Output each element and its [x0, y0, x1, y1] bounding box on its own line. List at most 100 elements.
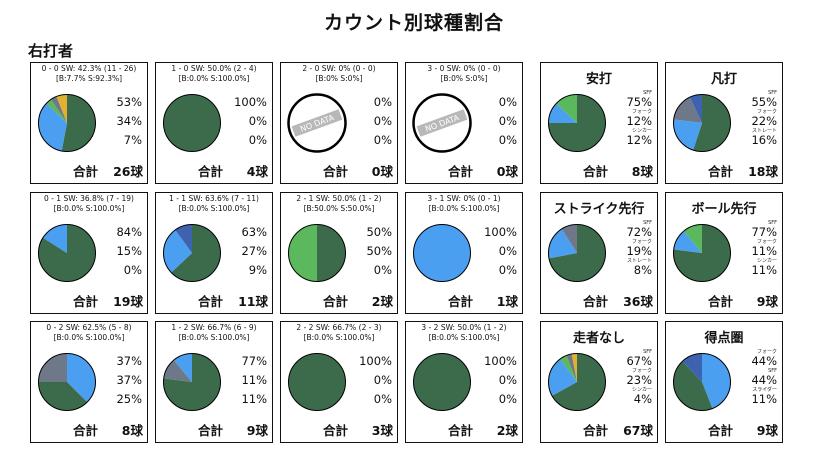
total-label: 合計	[448, 294, 474, 309]
total-count: 0球	[371, 164, 393, 179]
total-count: 36球	[623, 294, 653, 309]
total-count: 9球	[246, 423, 268, 438]
panel-header: 3 - 2 SW: 50.0% (1 - 2)	[421, 323, 507, 332]
percent-label: 67%	[626, 354, 652, 368]
pie-slice-2	[46, 99, 67, 123]
pie-slice-1	[673, 119, 702, 151]
pie-slice-1	[673, 361, 713, 411]
pie-chart	[673, 94, 731, 152]
pie-outline	[548, 353, 606, 411]
pie-panel-c20: 2 - 0 SW: 0% (0 - 0) [B:0% S:0%] NO DATA 0%…	[280, 62, 398, 184]
percent-label: 100%	[359, 354, 392, 368]
percent-label: 12%	[626, 133, 652, 147]
total-count: 9球	[756, 294, 778, 309]
pie-slice-4	[56, 94, 67, 123]
panel-subheader: [B:0.0% S:100.0%]	[178, 333, 250, 342]
panel-subheader: [B:0% S:0%]	[315, 74, 363, 83]
pie-slice	[163, 94, 221, 152]
pie-panel-c10: 1 - 0 SW: 50.0% (2 - 4) [B:0.0% S:100.0%]…	[155, 62, 273, 184]
percent-label: 0%	[498, 133, 517, 147]
pie-slice-2	[175, 224, 192, 253]
pie-panel-s_hit: 安打 SFF 75% フォーク 12% シンカー 12% 合計 8球	[540, 62, 658, 184]
slice-name-label: ストレート	[626, 258, 652, 264]
percent-label: 4%	[633, 392, 652, 406]
total-label: 合計	[73, 294, 99, 309]
pie-chart	[288, 353, 346, 411]
slice-name-label: フォーク	[756, 349, 777, 355]
slice-name-label: フォーク	[631, 239, 652, 245]
total-count: 4球	[246, 164, 268, 179]
total-label: 合計	[448, 164, 474, 179]
percent-label: 8%	[633, 263, 652, 277]
slice-name-label: SFF	[768, 90, 777, 96]
pie-slice-2	[673, 97, 702, 123]
pie-slice-2	[38, 353, 67, 382]
pie-chart	[548, 94, 606, 152]
percent-label: 100%	[484, 354, 517, 368]
percent-label: 15%	[116, 244, 142, 258]
pie-panel-c22: 2 - 2 SW: 66.7% (2 - 3) [B:0.0% S:100.0%]…	[280, 321, 398, 443]
panel-subheader: [B:0.0% S:100.0%]	[428, 333, 500, 342]
slice-name-label: SFF	[643, 90, 652, 96]
slice-name-label: SFF	[643, 220, 652, 226]
percent-label: 84%	[116, 225, 142, 239]
percent-label: 25%	[116, 392, 142, 406]
pie-slice-4	[571, 353, 577, 382]
pie-outline	[548, 224, 606, 282]
total-label: 合計	[708, 164, 734, 179]
pie-slice-1	[673, 231, 702, 253]
slice-name-label: シンカー	[631, 128, 652, 134]
percent-label: 0%	[498, 244, 517, 258]
total-label: 合計	[583, 164, 609, 179]
pie-chart	[163, 94, 221, 152]
total-count: 8球	[631, 164, 653, 179]
percent-label: 9%	[248, 263, 267, 277]
percent-label: 0%	[248, 133, 267, 147]
panel-subheader: [B:0.0% S:100.0%]	[428, 204, 500, 213]
panel-header: 2 - 1 SW: 50.0% (1 - 2)	[296, 194, 382, 203]
pie-chart	[673, 353, 731, 411]
pie-slice-2	[682, 353, 702, 382]
percent-label: 50%	[366, 244, 392, 258]
panel-subheader: [B:0.0% S:100.0%]	[53, 204, 125, 213]
pie-outline	[673, 94, 731, 152]
pie-slice-1	[163, 360, 192, 382]
pie-chart	[288, 224, 346, 282]
percent-label: 0%	[123, 263, 142, 277]
panel-title: 得点圏	[704, 331, 744, 346]
panel-header: 0 - 1 SW: 36.8% (7 - 19)	[44, 194, 134, 203]
pie-chart	[38, 94, 96, 152]
percent-label: 77%	[751, 225, 777, 239]
pie-panel-c21: 2 - 1 SW: 50.0% (1 - 2) [B:50.0% S:50.0%]…	[280, 192, 398, 314]
total-label: 合計	[583, 294, 609, 309]
slice-name-label: スライダー	[752, 387, 777, 393]
percent-label: 50%	[366, 225, 392, 239]
pie-panel-c00: 0 - 0 SW: 42.3% (11 - 26) [B:7.7% S:92.3%…	[30, 62, 148, 184]
percent-label: 75%	[626, 95, 652, 109]
percent-label: 0%	[498, 114, 517, 128]
total-label: 合計	[73, 164, 99, 179]
total-count: 18球	[748, 164, 778, 179]
no-data-band	[291, 109, 343, 137]
pie-slice-0	[61, 94, 96, 152]
total-count: 2球	[371, 294, 393, 309]
percent-label: 34%	[116, 114, 142, 128]
pie-slice-3	[566, 354, 577, 382]
total-count: 11球	[238, 294, 268, 309]
percent-label: 16%	[751, 133, 777, 147]
panel-header: 3 - 1 SW: 0% (0 - 1)	[427, 194, 501, 203]
percent-label: 0%	[373, 133, 392, 147]
pie-outline	[548, 94, 606, 152]
panel-subheader: [B:0.0% S:100.0%]	[178, 204, 250, 213]
percent-label: 0%	[373, 114, 392, 128]
pie-panel-s_none: 走者なし SFF 67% フォーク 23% シンカー 4% 合計 67球	[540, 321, 658, 443]
percent-label: 19%	[626, 244, 652, 258]
total-label: 合計	[708, 423, 734, 438]
panel-header: 1 - 1 SW: 63.6% (7 - 11)	[169, 194, 259, 203]
slice-name-label: フォーク	[756, 109, 777, 115]
percent-label: 53%	[116, 95, 142, 109]
total-label: 合計	[323, 423, 349, 438]
pie-slice-1	[548, 103, 577, 123]
total-label: 合計	[198, 423, 224, 438]
pie-slice	[413, 224, 471, 282]
